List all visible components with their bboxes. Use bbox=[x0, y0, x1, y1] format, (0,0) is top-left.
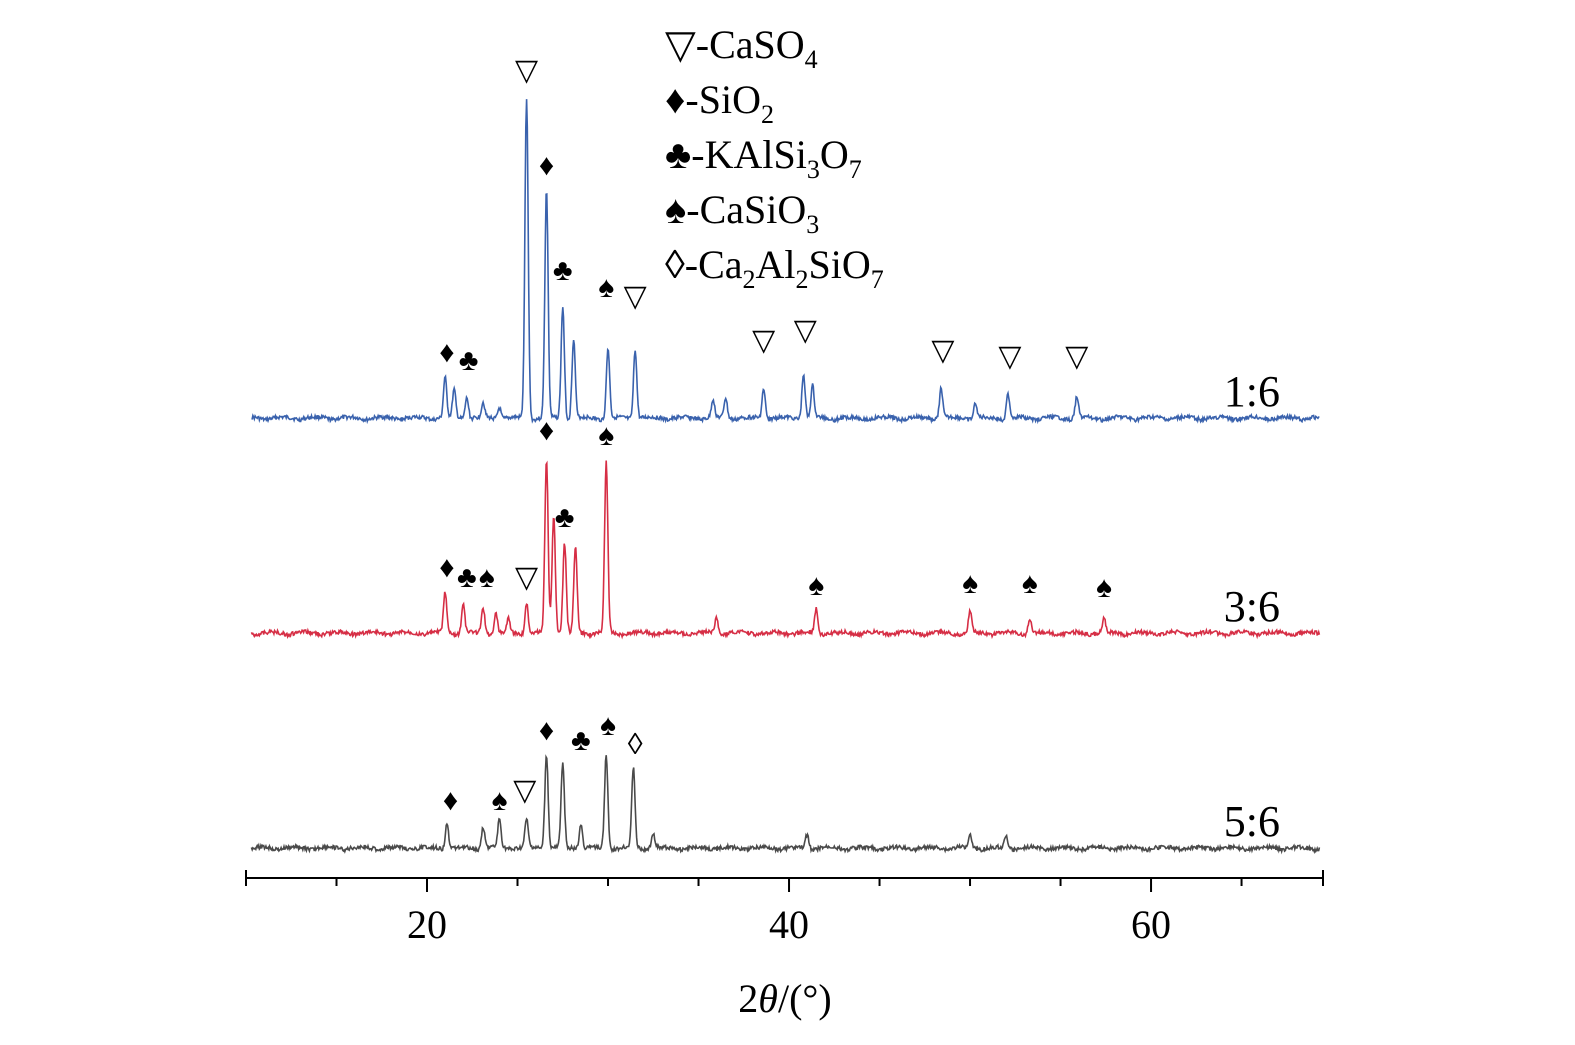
phase-marker: ♠ bbox=[1022, 567, 1038, 600]
phase-marker: ♦ bbox=[443, 784, 458, 817]
phase-marker: ◊ bbox=[628, 728, 643, 761]
x-axis-title: 2θ/(°) bbox=[738, 976, 831, 1021]
x-tick-label: 40 bbox=[769, 902, 809, 947]
phase-marker: ♦ bbox=[439, 336, 454, 369]
phase-marker: ▽ bbox=[515, 54, 538, 87]
phase-marker: ♠ bbox=[962, 567, 978, 600]
phase-marker: ♣ bbox=[555, 501, 575, 534]
phase-marker: ♠ bbox=[598, 271, 614, 304]
phase-marker: ♠ bbox=[598, 419, 614, 452]
phase-marker: ▽ bbox=[931, 334, 954, 367]
phase-marker: ♦ bbox=[439, 551, 454, 584]
phase-marker: ♦ bbox=[539, 414, 554, 447]
series-line-5-6 bbox=[250, 754, 1321, 855]
phase-marker: ♠ bbox=[808, 569, 824, 602]
phase-marker: ♠ bbox=[491, 784, 507, 817]
series-layer: 1:6 3:6 5:6 bbox=[250, 99, 1321, 855]
phase-marker: ▽ bbox=[794, 314, 817, 347]
series-label: 1:6 bbox=[1224, 367, 1280, 416]
phase-marker: ♠ bbox=[1096, 571, 1112, 604]
x-tick-label: 60 bbox=[1131, 902, 1171, 947]
phase-marker: ▽ bbox=[515, 561, 538, 594]
phase-marker: ♠ bbox=[600, 709, 616, 742]
phase-marker: ♣ bbox=[459, 344, 479, 377]
legend-entry: ◊-Ca2Al2SiO7 bbox=[665, 242, 884, 294]
legend-entry: ▽-CaSO4 bbox=[665, 22, 818, 74]
series-label: 3:6 bbox=[1224, 582, 1280, 631]
series-label: 5:6 bbox=[1224, 797, 1280, 846]
phase-marker: ♦ bbox=[539, 149, 554, 182]
legend: ▽-CaSO4♦-SiO2♣-KAlSi3O7♠-CaSiO3◊-Ca2Al2S… bbox=[665, 22, 884, 294]
series-line-3-6 bbox=[250, 460, 1321, 640]
phase-marker: ♣ bbox=[457, 561, 477, 594]
legend-entry: ♣-KAlSi3O7 bbox=[665, 132, 862, 184]
phase-marker: ▽ bbox=[1065, 340, 1088, 373]
phase-marker: ▽ bbox=[998, 340, 1021, 373]
series-line-1-6 bbox=[251, 99, 1320, 425]
phase-marker: ▽ bbox=[624, 280, 647, 313]
x-tick-label: 20 bbox=[407, 902, 447, 947]
marker-layer: ♦ ♣▽♦♣♠ ▽▽ ▽▽ ▽ ▽♦ ♣ ♠ ▽♦♣♠♠ ♠ ♠ ♠♦ ♠ ▽♦ ♣ ♠◊ bbox=[439, 54, 1112, 817]
phase-marker: ♣ bbox=[553, 254, 573, 287]
phase-marker: ♦ bbox=[539, 714, 554, 747]
phase-marker: ♠ bbox=[479, 561, 495, 594]
phase-marker: ♣ bbox=[571, 724, 591, 757]
legend-entry: ♠-CaSiO3 bbox=[665, 187, 819, 239]
x-axis: 20 40 60 bbox=[245, 870, 1324, 947]
phase-marker: ▽ bbox=[513, 774, 536, 807]
phase-marker: ▽ bbox=[752, 324, 775, 357]
legend-entry: ♦-SiO2 bbox=[665, 77, 774, 129]
